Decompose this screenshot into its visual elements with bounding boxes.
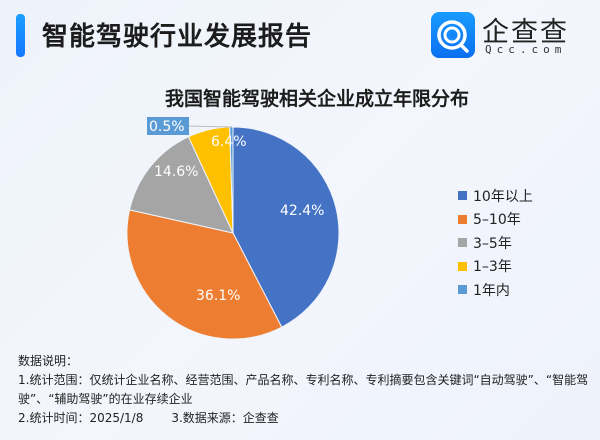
- notes-heading: 数据说明：: [18, 354, 79, 368]
- notes-source: 3.数据来源：企查查: [171, 411, 279, 425]
- legend-swatch: [458, 191, 467, 201]
- legend-swatch: [458, 238, 467, 248]
- pie-slice: [232, 126, 340, 328]
- legend-item: 10年以上: [458, 184, 533, 208]
- slice-label: 0.5%: [149, 119, 185, 135]
- pie-slice: [126, 209, 283, 340]
- slice-label: 36.1%: [196, 288, 240, 304]
- legend-item: 5–10年: [458, 208, 533, 232]
- notes-scope-cont: 驶”、“辅助驾驶”的在业存续企业: [18, 392, 193, 406]
- legend-label: 10年以上: [473, 188, 533, 205]
- slice-label: 14.6%: [154, 164, 198, 180]
- report-title: 智能驾驶行业发展报告: [42, 22, 313, 52]
- legend-label: 1–3年: [473, 259, 512, 276]
- legend-item: 1–3年: [458, 255, 533, 279]
- legend-swatch: [458, 214, 467, 224]
- logo-domain: Qcc.com: [485, 43, 567, 56]
- pie-slice: [128, 136, 234, 234]
- slice-label: 6.4%: [211, 134, 247, 150]
- slice-label: 42.4%: [280, 203, 324, 219]
- chart-legend: 10年以上 5–10年 3–5年 1–3年 1年内: [458, 184, 533, 302]
- chart-title: 我国智能驾驶相关企业成立年限分布: [164, 88, 469, 110]
- legend-label: 5–10年: [473, 212, 521, 229]
- legend-swatch: [458, 261, 467, 271]
- legend-label: 1年内: [473, 282, 510, 299]
- notes-meta: 2.统计时间：2025/1/8 3.数据来源：企查查: [18, 409, 588, 428]
- logo-wordmark: 企查查: [482, 17, 569, 48]
- notes-scope: 1.统计范围：仅统计企业名称、经营范围、产品名称、专利名称、专利摘要包含关键词“…: [18, 373, 589, 387]
- notes-date: 2.统计时间：2025/1/8: [18, 411, 144, 425]
- qcc-logo-icon: [431, 12, 475, 58]
- legend-item: 3–5年: [458, 231, 533, 255]
- data-notes: 数据说明： 1.统计范围：仅统计企业名称、经营范围、产品名称、专利名称、专利摘要…: [18, 352, 588, 428]
- header-accent-bar: [16, 14, 25, 57]
- legend-label: 3–5年: [473, 235, 512, 252]
- legend-item: 1年内: [458, 278, 533, 302]
- legend-swatch: [458, 285, 467, 295]
